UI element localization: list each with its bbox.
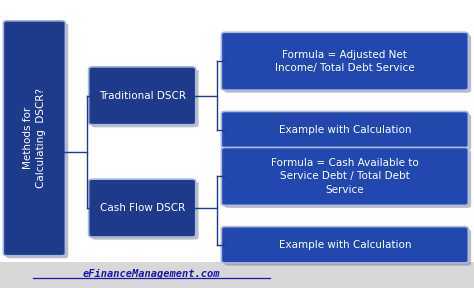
- FancyBboxPatch shape: [89, 67, 196, 125]
- FancyBboxPatch shape: [221, 147, 468, 205]
- Text: Formula = Cash Available to
Service Debt / Total Debt
Service: Formula = Cash Available to Service Debt…: [271, 158, 419, 195]
- FancyBboxPatch shape: [91, 69, 199, 127]
- Text: Methods for
Calculating  DSCR?: Methods for Calculating DSCR?: [23, 88, 46, 188]
- Text: Formula = Adjusted Net
Income/ Total Debt Service: Formula = Adjusted Net Income/ Total Deb…: [275, 50, 415, 73]
- Text: Cash Flow DSCR: Cash Flow DSCR: [100, 203, 185, 213]
- FancyBboxPatch shape: [3, 21, 65, 256]
- Text: Traditional DSCR: Traditional DSCR: [99, 91, 186, 101]
- FancyBboxPatch shape: [221, 111, 468, 148]
- Text: eFinanceManagement.com: eFinanceManagement.com: [83, 270, 220, 279]
- FancyBboxPatch shape: [89, 179, 196, 237]
- FancyBboxPatch shape: [221, 32, 468, 90]
- FancyBboxPatch shape: [0, 0, 474, 262]
- Text: Example with Calculation: Example with Calculation: [279, 125, 411, 134]
- FancyBboxPatch shape: [224, 150, 471, 208]
- FancyBboxPatch shape: [224, 35, 471, 93]
- FancyBboxPatch shape: [224, 114, 471, 150]
- FancyBboxPatch shape: [91, 182, 199, 240]
- FancyBboxPatch shape: [224, 229, 471, 266]
- FancyBboxPatch shape: [221, 227, 468, 263]
- FancyBboxPatch shape: [6, 23, 68, 258]
- Text: Example with Calculation: Example with Calculation: [279, 240, 411, 250]
